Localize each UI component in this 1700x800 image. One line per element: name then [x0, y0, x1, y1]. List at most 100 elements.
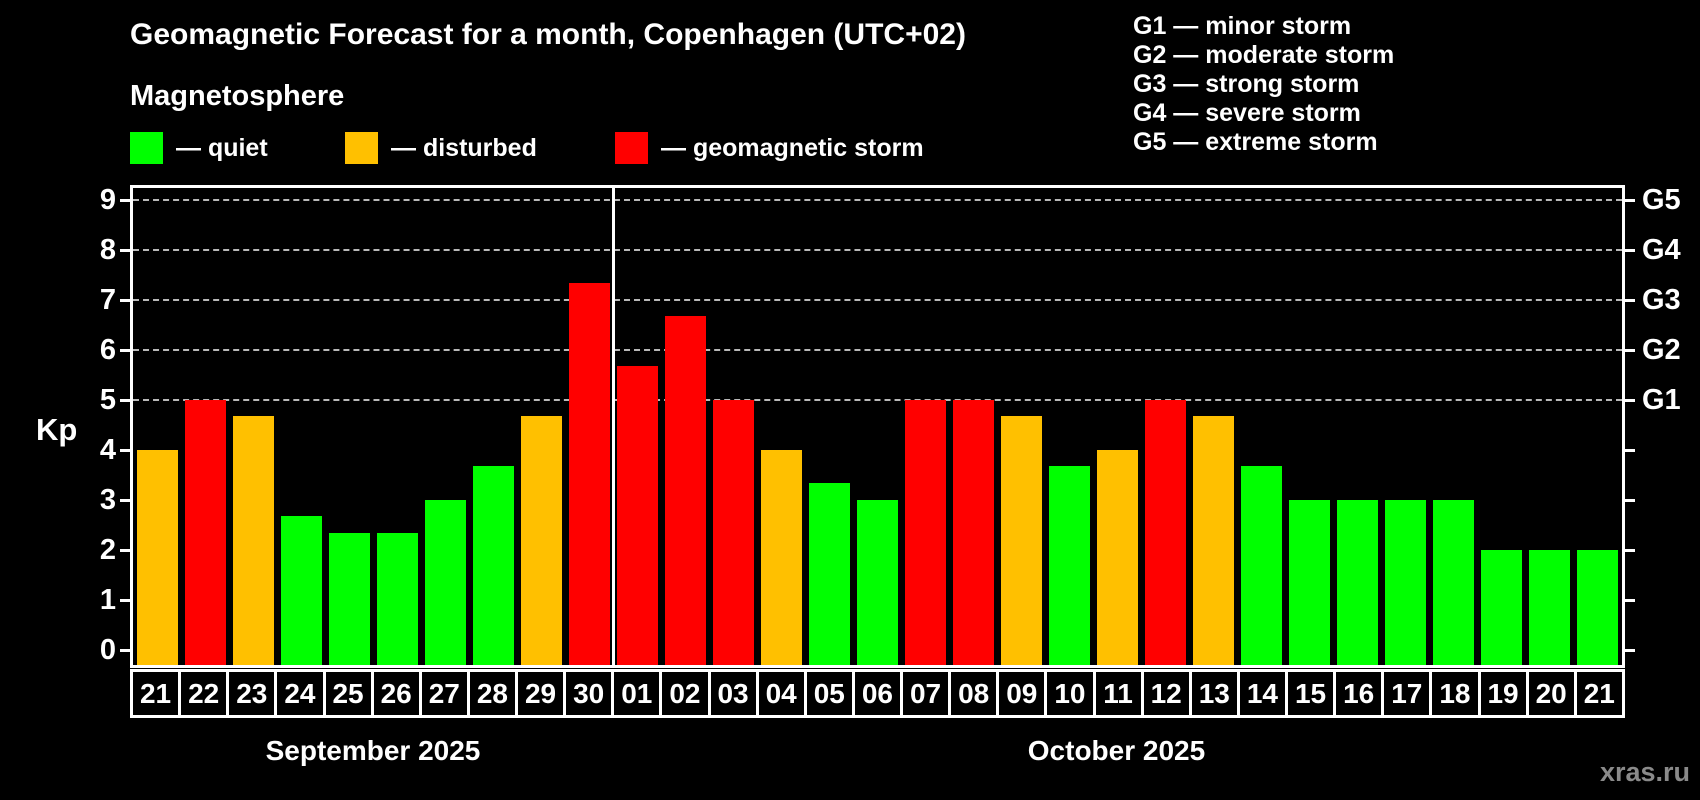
gridline-kp7: [133, 299, 1622, 301]
date-cell-oct-07: 07: [900, 669, 952, 718]
y-tick-label-8: 8: [99, 234, 116, 266]
y-tick-label-5: 5: [99, 384, 116, 416]
right-tick-kp3: [1625, 499, 1635, 502]
y-tick-label-1: 1: [99, 584, 116, 616]
kp-bar-sep-25: [328, 533, 370, 665]
kp-bar-oct-02: [664, 316, 706, 665]
kp-bar-oct-06: [857, 500, 898, 665]
date-cell-sep-21: 21: [130, 669, 182, 718]
left-tick-kp3: [120, 499, 130, 502]
date-cell-sep-27: 27: [418, 669, 470, 718]
kp-bar-oct-17: [1385, 500, 1427, 665]
kp-bar-oct-15: [1289, 500, 1331, 665]
date-cell-sep-22: 22: [178, 669, 230, 718]
y-tick-label-0: 0: [99, 634, 116, 666]
legend-swatch-quiet: [130, 132, 163, 164]
date-cell-oct-06: 06: [851, 669, 903, 718]
date-cell-oct-08: 08: [948, 669, 1000, 718]
kp-bar-oct-10: [1049, 466, 1091, 665]
right-tick-kp2: [1625, 549, 1635, 552]
kp-bar-sep-22: [184, 400, 226, 665]
legend-label-quiet: — quiet: [176, 134, 268, 162]
date-cell-oct-11: 11: [1092, 669, 1144, 718]
g-scale-legend-line: G4 — severe storm: [1133, 99, 1361, 127]
date-cell-oct-20: 20: [1525, 669, 1577, 718]
date-cell-oct-16: 16: [1333, 669, 1385, 718]
date-cell-oct-12: 12: [1140, 669, 1192, 718]
y-tick-label-3: 3: [99, 484, 116, 516]
kp-bar-sep-26: [376, 533, 418, 665]
date-cell-sep-24: 24: [274, 669, 326, 718]
gridline-kp9: [133, 199, 1622, 201]
kp-bar-oct-19: [1481, 550, 1523, 665]
right-axis-label-g2: G2: [1642, 334, 1681, 366]
kp-bar-oct-07: [905, 400, 947, 665]
date-cell-sep-23: 23: [226, 669, 278, 718]
page-title: Geomagnetic Forecast for a month, Copenh…: [130, 18, 966, 51]
date-cell-oct-01: 01: [611, 669, 663, 718]
y-tick-label-6: 6: [99, 334, 116, 366]
right-axis-label-g3: G3: [1642, 284, 1681, 316]
kp-bar-sep-21: [136, 450, 178, 665]
date-cell-sep-29: 29: [515, 669, 567, 718]
kp-bar-sep-23: [232, 416, 274, 665]
right-tick-kp6: [1625, 349, 1635, 352]
legend-swatch-storm: [615, 132, 648, 164]
y-tick-label-7: 7: [99, 284, 116, 316]
kp-bar-sep-24: [280, 516, 322, 665]
g-scale-legend-line: G1 — minor storm: [1133, 12, 1352, 40]
kp-bar-oct-21: [1577, 550, 1619, 665]
g-scale-legend-line: G2 — moderate storm: [1133, 41, 1395, 69]
legend-label-disturbed: — disturbed: [391, 134, 537, 162]
right-tick-kp1: [1625, 599, 1635, 602]
gridline-kp6: [133, 349, 1622, 351]
kp-bar-oct-13: [1193, 416, 1235, 665]
kp-bar-oct-16: [1337, 500, 1379, 665]
y-tick-label-2: 2: [99, 534, 116, 566]
g-scale-legend: G1 — minor storm G2 — moderate storm G3 …: [1133, 12, 1394, 157]
left-tick-kp9: [120, 199, 130, 202]
right-tick-kp0: [1625, 649, 1635, 652]
right-tick-kp8: [1625, 249, 1635, 252]
date-cell-oct-02: 02: [659, 669, 711, 718]
left-tick-kp6: [120, 349, 130, 352]
right-axis-label-g5: G5: [1642, 184, 1681, 216]
date-cell-oct-14: 14: [1236, 669, 1288, 718]
right-axis-label-g4: G4: [1642, 234, 1681, 266]
date-cell-sep-25: 25: [322, 669, 374, 718]
date-cell-sep-30: 30: [563, 669, 615, 718]
legend-label-storm: — geomagnetic storm: [661, 134, 924, 162]
date-cell-oct-17: 17: [1381, 669, 1433, 718]
month-label-october: October 2025: [1027, 735, 1206, 766]
gridline-kp8: [133, 249, 1622, 251]
right-tick-kp4: [1625, 449, 1635, 452]
kp-bar-oct-03: [712, 400, 754, 665]
kp-bar-sep-29: [520, 416, 562, 665]
y-axis-label: Kp: [36, 412, 78, 447]
kp-bar-oct-01: [616, 366, 658, 665]
right-tick-kp9: [1625, 199, 1635, 202]
plot-area: [120, 185, 1635, 668]
g-scale-legend-line: G3 — strong storm: [1133, 70, 1360, 98]
kp-bar-oct-20: [1529, 550, 1571, 665]
month-label-september: September 2025: [265, 735, 481, 766]
left-tick-kp4: [120, 449, 130, 452]
date-cell-oct-05: 05: [803, 669, 855, 718]
kp-bar-sep-30: [568, 283, 610, 665]
kp-bar-oct-09: [1001, 416, 1043, 665]
plot-inner: [120, 188, 1635, 665]
date-cell-sep-28: 28: [466, 669, 518, 718]
date-cell-oct-13: 13: [1188, 669, 1240, 718]
kp-bar-oct-11: [1097, 450, 1139, 665]
y-tick-label-4: 4: [99, 434, 116, 466]
left-tick-kp7: [120, 299, 130, 302]
left-tick-kp5: [120, 399, 130, 402]
y-tick-label-9: 9: [99, 184, 116, 216]
chart-subtitle: Magnetosphere: [130, 80, 345, 112]
kp-bar-oct-04: [760, 450, 802, 665]
kp-bar-oct-18: [1433, 500, 1475, 665]
month-separator-line: [611, 188, 615, 665]
date-axis-row: 21 22 23 24 25 26 27 28 29 30 01 02 03 04 05 06 07 08 09 10…: [130, 669, 1625, 718]
right-axis-label-g1: G1: [1642, 384, 1681, 416]
left-tick-kp8: [120, 249, 130, 252]
